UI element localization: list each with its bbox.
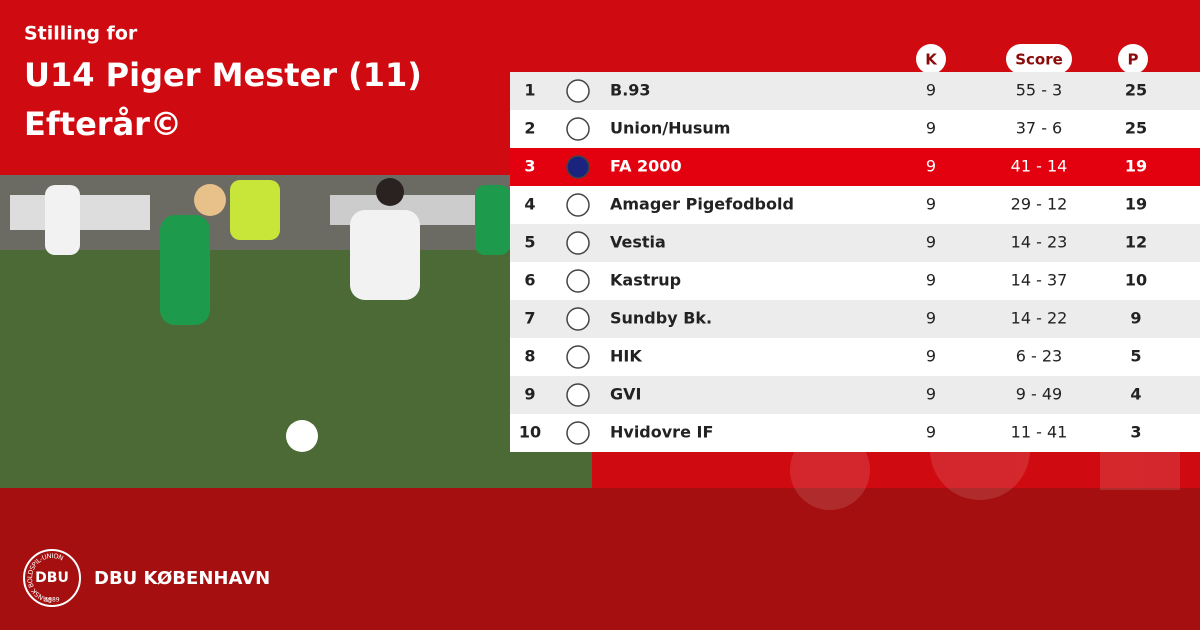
row-background xyxy=(510,376,1200,414)
title: U14 Piger Mester (11) xyxy=(24,56,422,94)
logo-initials: DBU xyxy=(35,570,69,586)
matches: 9 xyxy=(926,423,936,442)
points: 4 xyxy=(1130,385,1141,404)
team-logo xyxy=(566,345,590,369)
team-logo xyxy=(566,193,590,217)
points: 10 xyxy=(1125,271,1147,290)
column-header: Score xyxy=(1015,51,1063,69)
team-logo xyxy=(566,383,590,407)
points: 3 xyxy=(1130,423,1141,442)
rank: 7 xyxy=(524,309,535,328)
table-row: 3 FA 2000 9 41 - 14 19 xyxy=(510,148,1200,186)
score: 14 - 23 xyxy=(1011,233,1068,252)
table-row: 2 Union/Husum 9 37 - 6 25 xyxy=(510,110,1200,148)
row-background xyxy=(510,300,1200,338)
points: 12 xyxy=(1125,233,1147,252)
score: 41 - 14 xyxy=(1011,157,1068,176)
table-row: 6 Kastrup 9 14 - 37 10 xyxy=(510,262,1200,300)
points: 25 xyxy=(1125,119,1147,138)
score: 11 - 41 xyxy=(1011,423,1068,442)
row-background xyxy=(510,72,1200,110)
team-name: GVI xyxy=(610,385,641,404)
row-background xyxy=(510,110,1200,148)
team-logo xyxy=(566,79,590,103)
table-row: 8 HIK 9 6 - 23 5 xyxy=(510,338,1200,376)
column-headers: K Score P xyxy=(916,44,1148,74)
rank: 2 xyxy=(524,119,535,138)
matches: 9 xyxy=(926,81,936,100)
team-logo xyxy=(566,269,590,293)
team-name: Vestia xyxy=(610,233,666,252)
score: 6 - 23 xyxy=(1016,347,1062,366)
photo xyxy=(0,175,592,488)
column-header: K xyxy=(925,51,938,69)
rank: 8 xyxy=(524,347,535,366)
bottom-background xyxy=(0,488,1200,630)
team-logo xyxy=(566,155,590,179)
table-row: 10 Hvidovre IF 9 11 - 41 3 xyxy=(510,414,1200,452)
header-badge xyxy=(916,44,946,74)
score: 55 - 3 xyxy=(1016,81,1062,100)
table-row: 9 GVI 9 9 - 49 4 xyxy=(510,376,1200,414)
team-name: Sundby Bk. xyxy=(610,309,712,328)
rank: 4 xyxy=(524,195,535,214)
team-name: Kastrup xyxy=(610,271,681,290)
rank: 1 xyxy=(524,81,535,100)
points: 19 xyxy=(1125,157,1147,176)
organization: DBU KØBENHAVN xyxy=(94,568,270,589)
team-name: HIK xyxy=(610,347,642,366)
score: 37 - 6 xyxy=(1016,119,1062,138)
matches: 9 xyxy=(926,195,936,214)
row-background xyxy=(510,224,1200,262)
header-badge xyxy=(1118,44,1148,74)
team-logo xyxy=(566,307,590,331)
matches: 9 xyxy=(926,309,936,328)
logo-year: 1889 xyxy=(44,597,59,604)
rank: 9 xyxy=(524,385,535,404)
matches: 9 xyxy=(926,271,936,290)
rank: 6 xyxy=(524,271,535,290)
matches: 9 xyxy=(926,119,936,138)
column-header: P xyxy=(1128,51,1139,69)
matches: 9 xyxy=(926,385,936,404)
matches: 9 xyxy=(926,157,936,176)
rank: 5 xyxy=(524,233,535,252)
team-logo xyxy=(566,231,590,255)
points: 25 xyxy=(1125,81,1147,100)
table-row: 4 Amager Pigefodbold 9 29 - 12 19 xyxy=(510,186,1200,224)
points: 19 xyxy=(1125,195,1147,214)
row-background xyxy=(510,414,1200,452)
score: 9 - 49 xyxy=(1016,385,1062,404)
matches: 9 xyxy=(926,233,936,252)
rank: 3 xyxy=(524,157,535,176)
table-row: 7 Sundby Bk. 9 14 - 22 9 xyxy=(510,300,1200,338)
rank: 10 xyxy=(519,423,541,442)
matches: 9 xyxy=(926,347,936,366)
team-name: B.93 xyxy=(610,81,651,100)
season: Efterår© xyxy=(24,105,182,143)
row-background xyxy=(510,148,1200,186)
subtitle: Stilling for xyxy=(24,23,138,45)
score: 14 - 22 xyxy=(1011,309,1068,328)
row-background xyxy=(510,262,1200,300)
points: 9 xyxy=(1130,309,1141,328)
team-logo xyxy=(566,117,590,141)
team-name: Amager Pigefodbold xyxy=(610,195,794,214)
score: 29 - 12 xyxy=(1011,195,1068,214)
team-name: Union/Husum xyxy=(610,119,730,138)
row-background xyxy=(510,338,1200,376)
team-name: FA 2000 xyxy=(610,157,682,176)
team-name: Hvidovre IF xyxy=(610,423,713,442)
table-row: 1 B.93 9 55 - 3 25 xyxy=(510,72,1200,110)
score: 14 - 37 xyxy=(1011,271,1068,290)
team-logo xyxy=(566,421,590,445)
points: 5 xyxy=(1130,347,1141,366)
row-background xyxy=(510,186,1200,224)
header-badge xyxy=(1006,44,1072,74)
table: 1 B.93 9 55 - 3 25 2 Union/Husum 9 37 - 6 25 3 FA 2… xyxy=(510,72,1200,452)
table-row: 5 Vestia 9 14 - 23 12 xyxy=(510,224,1200,262)
